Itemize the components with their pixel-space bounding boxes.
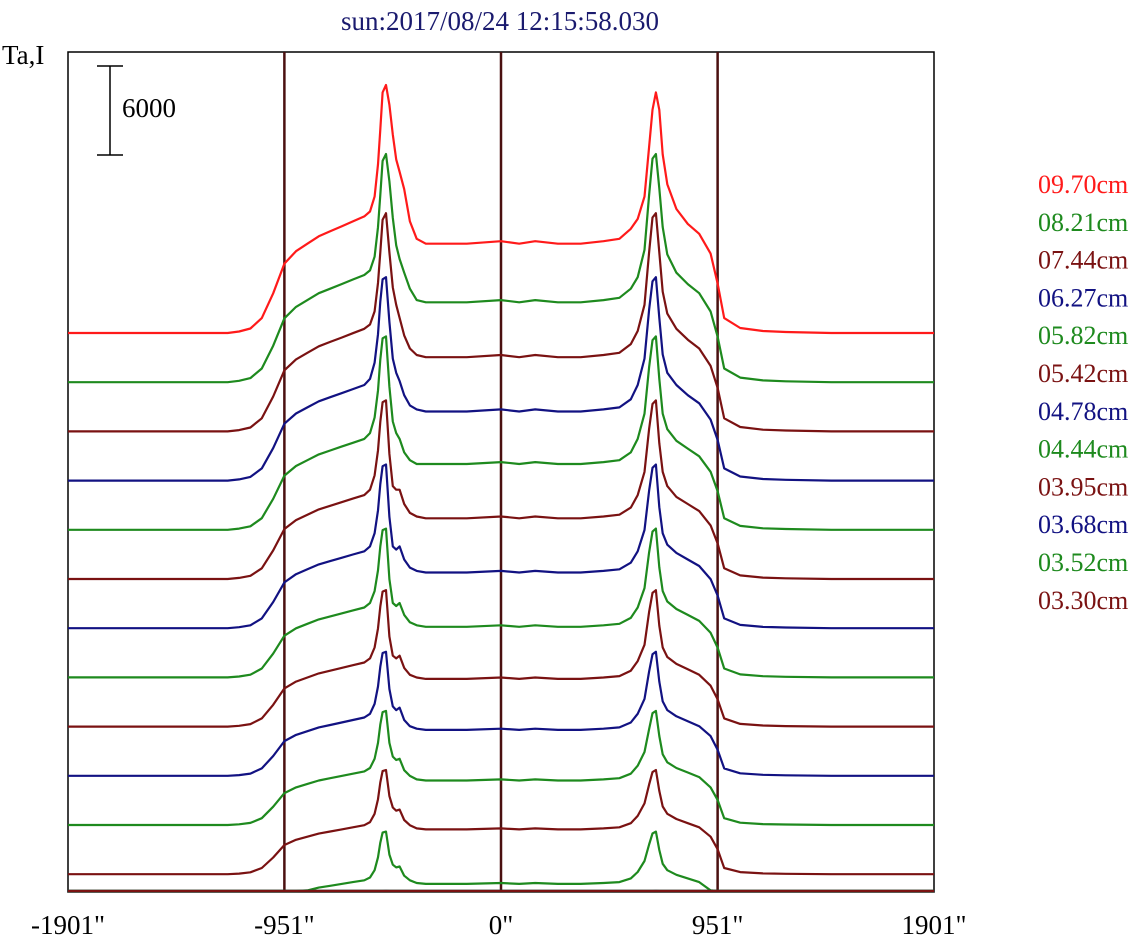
legend: 09.70cm 08.21cm 07.44cm 06.27cm 05.82cm 05.42… <box>1038 170 1128 615</box>
legend-entry: 09.70cm <box>1038 170 1128 199</box>
scale-bar: 6000 <box>97 65 176 156</box>
legend-entry: 05.82cm <box>1038 321 1128 350</box>
x-tick-label: 951" <box>692 910 744 940</box>
scale-bar-label: 6000 <box>122 93 176 123</box>
curve-9 <box>68 650 934 777</box>
legend-entry: 04.44cm <box>1038 435 1128 464</box>
legend-entry: 03.30cm <box>1038 586 1128 615</box>
y-axis-label: Ta,I <box>2 40 44 70</box>
curve-10 <box>68 709 934 827</box>
curve-7 <box>68 527 934 679</box>
legend-entry: 06.27cm <box>1038 283 1128 312</box>
x-tick-labels: -1901" -951" 0" 951" 1901" <box>31 910 967 940</box>
curve-6 <box>68 463 934 630</box>
chart-title: sun:2017/08/24 12:15:58.030 <box>341 6 659 36</box>
legend-entry: 04.78cm <box>1038 397 1128 426</box>
legend-entry: 05.42cm <box>1038 359 1128 388</box>
curve-8 <box>68 589 934 728</box>
legend-entry: 07.44cm <box>1038 246 1128 275</box>
legend-entry: 03.52cm <box>1038 548 1128 577</box>
legend-entry: 03.95cm <box>1038 472 1128 501</box>
curve-1 <box>68 152 934 384</box>
legend-entry: 08.21cm <box>1038 208 1128 237</box>
legend-entry: 03.68cm <box>1038 510 1128 539</box>
x-tick-label: -951" <box>254 910 315 940</box>
curve-3 <box>68 276 934 482</box>
curve-11 <box>68 768 934 876</box>
x-tick-label: 1901" <box>901 910 966 940</box>
curve-2 <box>68 212 934 433</box>
curve-4 <box>68 335 934 531</box>
x-tick-label: -1901" <box>31 910 105 940</box>
curve-5 <box>68 399 934 581</box>
x-tick-label: 0" <box>489 910 514 940</box>
spectral-curves <box>68 83 934 893</box>
curve-0 <box>68 83 934 335</box>
